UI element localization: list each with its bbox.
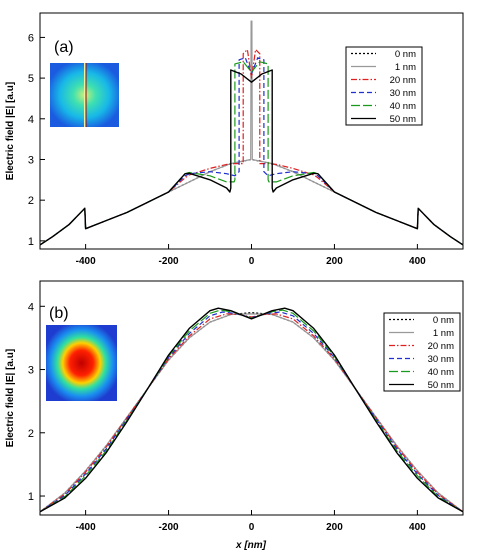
y-tick-label: 2 bbox=[28, 195, 34, 207]
series-line bbox=[39, 69, 464, 246]
legend-entry: 30 nm bbox=[428, 354, 454, 365]
legend-entry: 20 nm bbox=[390, 75, 416, 86]
x-tick-label: -400 bbox=[76, 256, 96, 267]
x-tick-label: 400 bbox=[409, 522, 426, 533]
panel-b: 1 2 3 4 -400 -200 0 200 400 (b) Electric field … bbox=[5, 280, 464, 551]
legend-entry: 40 nm bbox=[390, 101, 416, 112]
x-ticks: -400 -200 0 200 400 bbox=[76, 244, 426, 267]
legend-box bbox=[345, 46, 423, 126]
y-ticks: 1 2 3 4 5 6 bbox=[28, 32, 45, 248]
series-line bbox=[39, 313, 464, 513]
y-tick-label: 4 bbox=[28, 114, 34, 126]
legend-entry: 1 nm bbox=[433, 328, 454, 339]
legend-box bbox=[383, 312, 461, 392]
x-axis-label: x [nm] bbox=[235, 540, 267, 551]
y-tick-label: 4 bbox=[28, 301, 34, 313]
inset-field-map bbox=[46, 325, 117, 401]
y-tick-label: 1 bbox=[28, 236, 34, 248]
series-lines bbox=[39, 307, 464, 513]
y-axis-label: Electric field |E| [a.u] bbox=[5, 82, 16, 180]
legend-entry: 50 nm bbox=[390, 114, 416, 125]
legend-entry: 0 nm bbox=[395, 49, 416, 60]
x-tick-label: 0 bbox=[249, 256, 255, 267]
legend-entry: 20 nm bbox=[428, 341, 454, 352]
legend: 0 nm 1 nm 20 nm 30 nm 40 nm 50 nm bbox=[345, 46, 423, 126]
y-tick-label: 2 bbox=[28, 428, 34, 440]
x-tick-label: 200 bbox=[326, 522, 343, 533]
x-tick-label: -400 bbox=[76, 522, 96, 533]
legend-entry: 30 nm bbox=[390, 88, 416, 99]
legend-entry: 40 nm bbox=[428, 367, 454, 378]
y-ticks: 1 2 3 4 bbox=[28, 301, 45, 503]
legend-entry: 0 nm bbox=[433, 315, 454, 326]
x-tick-label: -200 bbox=[159, 256, 179, 267]
y-tick-label: 6 bbox=[28, 32, 34, 44]
series-line bbox=[39, 158, 464, 246]
x-tick-label: 200 bbox=[326, 256, 343, 267]
x-tick-label: 0 bbox=[249, 522, 255, 533]
legend-entry: 50 nm bbox=[428, 380, 454, 391]
panel-label: (b) bbox=[49, 305, 69, 322]
x-tick-label: 400 bbox=[409, 256, 426, 267]
y-tick-label: 3 bbox=[28, 154, 34, 166]
series-line bbox=[39, 307, 464, 513]
legend-entry: 1 nm bbox=[395, 62, 416, 73]
panel-a: 1 2 3 4 5 6 -400 -200 0 200 400 (a) Electric fiel… bbox=[5, 12, 464, 267]
series-line bbox=[39, 313, 464, 513]
legend: 0 nm 1 nm 20 nm 30 nm 40 nm 50 nm bbox=[383, 312, 461, 392]
x-ticks: -400 -200 0 200 400 bbox=[76, 510, 426, 533]
inset-field-map bbox=[50, 63, 119, 127]
y-axis-label: Electric field |E| [a.u] bbox=[5, 349, 16, 447]
x-tick-label: -200 bbox=[159, 522, 179, 533]
y-tick-label: 3 bbox=[28, 365, 34, 377]
y-tick-label: 5 bbox=[28, 73, 34, 85]
panel-label: (a) bbox=[54, 39, 74, 56]
y-tick-label: 1 bbox=[28, 491, 34, 503]
series-lines bbox=[39, 20, 464, 246]
